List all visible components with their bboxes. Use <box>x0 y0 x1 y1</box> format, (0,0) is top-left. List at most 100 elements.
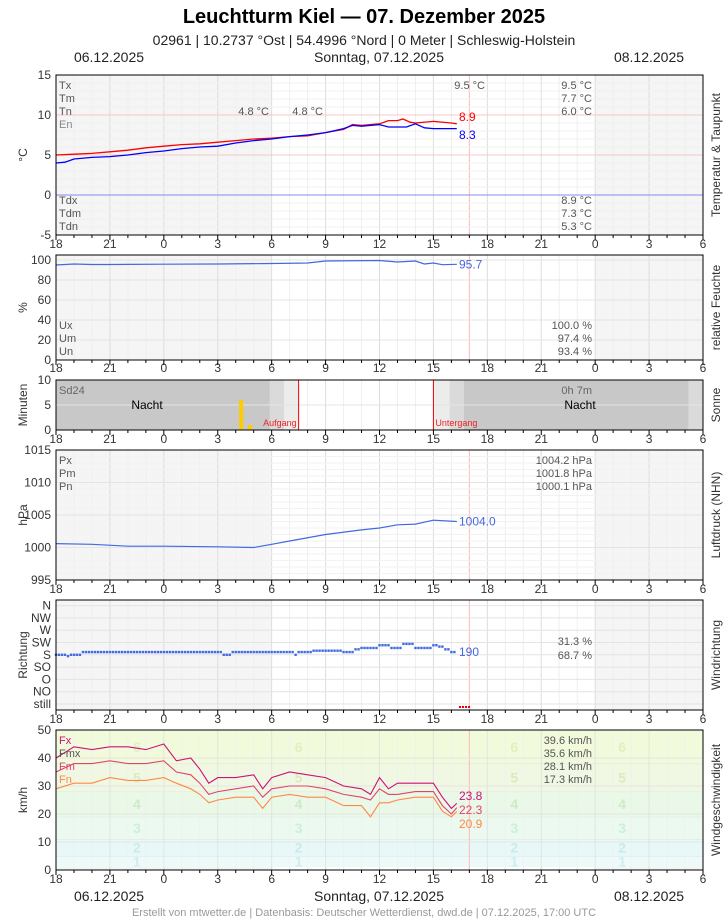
stat-label: Pm <box>59 468 76 480</box>
y-axis-title: Richtung <box>16 631 30 678</box>
wind-direction-dot <box>141 650 145 654</box>
x-tick-label: 9 <box>322 361 329 375</box>
stat-label: Tn <box>59 106 72 118</box>
wind-direction-dot <box>135 650 139 654</box>
x-tick-label: 12 <box>373 712 387 726</box>
wind-direction-dot <box>147 650 151 654</box>
x-tick-label: 6 <box>268 361 275 375</box>
beaufort-label: 5 <box>618 770 626 786</box>
wind-direction-dot <box>57 653 61 656</box>
y-tick-label: 5 <box>44 398 51 412</box>
y-tick-label: 40 <box>38 313 52 327</box>
y-tick-label: -5 <box>40 228 51 242</box>
wind-direction-dot <box>228 653 231 656</box>
x-tick-label: 6 <box>268 712 275 726</box>
sunshine-bar <box>239 400 244 430</box>
beaufort-label: 1 <box>133 854 141 870</box>
wind-direction-dot <box>282 650 285 654</box>
x-tick-label: 18 <box>49 237 63 251</box>
x-tick-label: 3 <box>214 361 221 375</box>
x-tick-label: 12 <box>373 361 387 375</box>
wind-direction-dot <box>126 650 130 654</box>
x-tick-label: 0 <box>160 582 167 596</box>
x-tick-label: 12 <box>373 237 387 251</box>
beaufort-label: 4 <box>618 796 626 812</box>
page-title: Leuchtturm Kiel — 07. Dezember 2025 <box>182 6 546 28</box>
wind-direction-dot <box>195 650 198 654</box>
y-tick-label: 1010 <box>24 476 51 490</box>
x-tick-label: 18 <box>481 432 495 446</box>
x-tick-label: 3 <box>646 432 653 446</box>
x-tick-label: 6 <box>268 237 275 251</box>
wind-direction-dot <box>291 650 294 654</box>
wind-direction-dot <box>396 646 399 650</box>
y-tick-label: 40 <box>38 751 52 765</box>
y-tick-label: NO <box>33 685 51 699</box>
x-tick-label: 21 <box>535 432 549 446</box>
x-tick-label: 6 <box>700 432 707 446</box>
stat-value: 7.7 °C <box>561 93 592 105</box>
wind-direction-dot <box>417 646 420 650</box>
wind-direction-dot <box>258 650 261 654</box>
wind-direction-dot <box>72 653 76 656</box>
beaufort-label: 3 <box>133 820 141 836</box>
wind-direction-dot <box>177 650 181 654</box>
wind-direction-dot <box>273 650 276 654</box>
beaufort-label: 2 <box>618 840 626 856</box>
wind-direction-dot <box>288 650 291 654</box>
wind-direction-dot <box>438 645 441 648</box>
wind-direction-dot <box>300 650 303 654</box>
x-tick-label: 3 <box>214 582 221 596</box>
x-tick-label: 3 <box>214 872 221 886</box>
y-axis-title: km/h <box>16 787 30 813</box>
wind-direction-dot <box>336 649 339 652</box>
wind-direction-dot <box>315 649 318 652</box>
y-tick-label: SW <box>32 636 52 650</box>
wind-direction-dot <box>414 646 417 650</box>
x-tick-label: 9 <box>322 432 329 446</box>
wind-direction-dot <box>447 648 450 651</box>
sunshine-bar <box>248 425 253 430</box>
y-tick-label: 995 <box>31 573 51 587</box>
y-tick-label: 60 <box>38 293 52 307</box>
wind-direction-dot <box>75 653 79 656</box>
wind-direction-dot <box>210 650 213 654</box>
wind-direction-dot <box>369 646 372 650</box>
x-tick-label: 3 <box>646 361 653 375</box>
wind-direction-dot <box>108 650 112 654</box>
panel-title: Luftdruck (NHN) <box>709 472 723 559</box>
y-tick-label: S <box>43 648 51 662</box>
wind-direction-dot <box>252 650 255 654</box>
x-tick-label: 6 <box>700 237 707 251</box>
wind-direction-dot <box>111 650 115 654</box>
x-tick-label: 9 <box>322 582 329 596</box>
stat-label: Tx <box>59 80 72 92</box>
x-tick-label: 3 <box>646 582 653 596</box>
wind-direction-dot <box>309 650 312 654</box>
series-line-luftdruck <box>55 519 457 549</box>
last-value-label: 22.3 <box>459 803 483 817</box>
wind-direction-dot <box>453 650 456 654</box>
y-tick-label: 1000 <box>24 541 51 555</box>
sunrise-label: Aufgang <box>263 418 297 428</box>
y-tick-label: 1005 <box>24 508 51 522</box>
stat-value: 17.3 km/h <box>544 774 592 786</box>
wind-direction-dot <box>339 649 342 652</box>
wind-direction-dot <box>165 650 169 654</box>
last-value-label: 8.3 <box>459 128 476 142</box>
y-tick-label: 15 <box>38 68 52 82</box>
wind-direction-dot <box>63 653 67 656</box>
wind-direction-dot <box>255 650 258 654</box>
wind-direction-dot <box>150 650 154 654</box>
wind-direction-dot <box>249 650 252 654</box>
wind-direction-dot <box>186 650 189 654</box>
wind-direction-dot <box>411 642 414 646</box>
wind-direction-dot <box>351 650 354 654</box>
x-tick-label: 18 <box>49 872 63 886</box>
beaufort-label: 2 <box>295 840 303 856</box>
beaufort-label: 6 <box>295 739 303 755</box>
footer-credits: Erstellt von mtwetter.de | Datenbasis: D… <box>131 907 597 919</box>
y-tick-label: 10 <box>38 835 52 849</box>
wind-direction-dot <box>294 653 297 656</box>
x-tick-label: 6 <box>700 582 707 596</box>
